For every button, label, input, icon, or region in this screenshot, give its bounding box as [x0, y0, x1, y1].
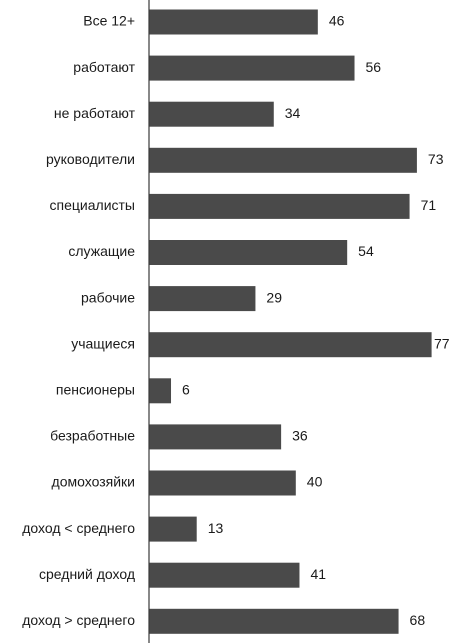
bar-7: [149, 332, 432, 358]
value-label-11: 13: [208, 520, 224, 536]
category-label-4: специалисты: [50, 197, 135, 213]
category-label-5: служащие: [68, 243, 135, 259]
category-label-13: доход > среднего: [22, 612, 135, 628]
value-label-2: 34: [285, 105, 301, 121]
value-label-7: 77: [434, 335, 450, 351]
category-label-1: работают: [73, 59, 135, 75]
category-label-12: средний доход: [39, 566, 135, 582]
value-label-3: 73: [428, 151, 444, 167]
category-label-3: руководители: [46, 151, 135, 167]
category-label-8: пенсионеры: [56, 382, 135, 398]
bar-0: [149, 9, 318, 35]
bar-8: [149, 378, 172, 404]
value-label-10: 40: [307, 474, 323, 490]
value-label-13: 68: [410, 612, 426, 628]
value-label-4: 71: [421, 197, 437, 213]
category-label-11: доход < среднего: [22, 520, 135, 536]
category-label-9: безработные: [50, 428, 135, 444]
value-label-5: 54: [358, 243, 374, 259]
category-label-2: не работают: [54, 105, 136, 121]
category-labels-group: Все 12+ работают не работают руководители сп…: [22, 13, 135, 628]
value-label-0: 46: [329, 13, 345, 29]
bars-group: [149, 9, 432, 634]
value-labels-group: 46 56 34 73 71 54 29 77 6 36 40 13 41 68: [182, 13, 450, 628]
bar-6: [149, 286, 256, 312]
bar-3: [149, 147, 417, 173]
bar-4: [149, 193, 410, 219]
bar-2: [149, 101, 274, 127]
value-label-1: 56: [366, 59, 382, 75]
bar-11: [149, 516, 197, 542]
value-label-8: 6: [182, 382, 190, 398]
value-label-9: 36: [292, 428, 308, 444]
category-label-7: учащиеся: [71, 335, 135, 351]
bar-10: [149, 470, 296, 496]
bar-1: [149, 55, 355, 81]
bar-5: [149, 240, 348, 265]
category-label-6: рабочие: [81, 289, 135, 305]
bar-12: [149, 562, 300, 588]
bar-13: [149, 608, 399, 634]
category-label-10: домохозяйки: [52, 474, 135, 490]
value-label-6: 29: [266, 289, 282, 305]
category-label-0: Все 12+: [83, 13, 135, 29]
bar-9: [149, 424, 282, 450]
value-label-12: 41: [310, 566, 326, 582]
